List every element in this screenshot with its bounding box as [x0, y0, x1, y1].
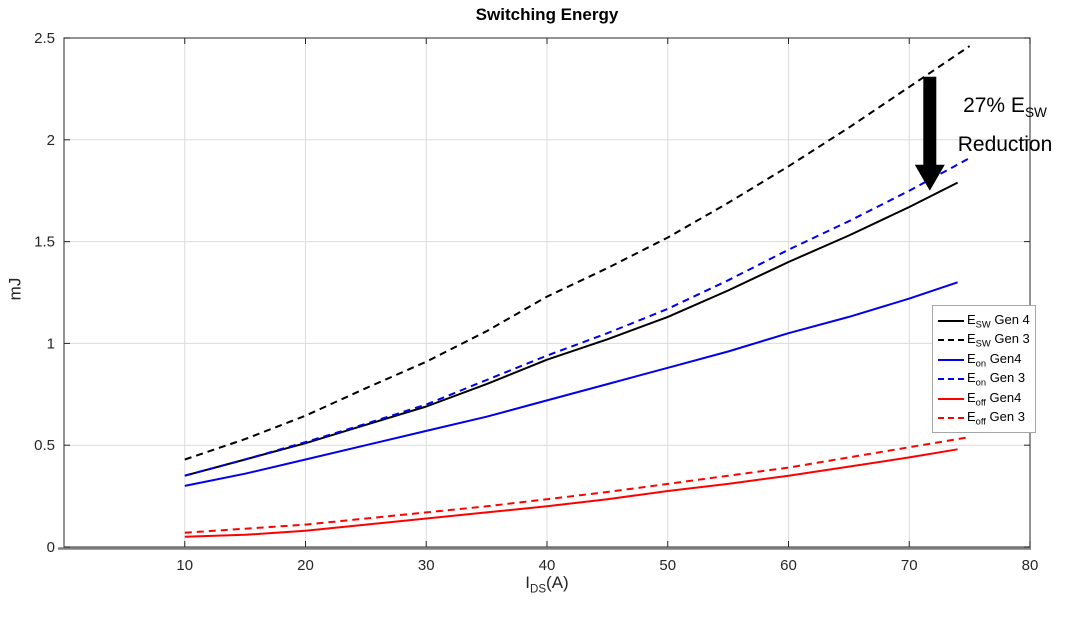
x-tick-label: 80 — [1022, 557, 1039, 574]
legend-line-sample — [938, 358, 964, 361]
legend-item: Eoff Gen 3 — [938, 409, 1035, 429]
annotation-text: 27% ESW Reduction — [938, 90, 1072, 161]
x-tick-label: 30 — [418, 557, 435, 574]
legend-item-label: Eon Gen4 — [967, 350, 1022, 369]
x-axis-label-subscript: DS — [530, 583, 547, 596]
y-tick-label: 0.5 — [34, 437, 55, 454]
legend-line-sample — [938, 378, 964, 381]
legend-item: Eoff Gen4 — [938, 389, 1035, 409]
x-tick-label: 40 — [539, 557, 556, 574]
series-line-e-on-gen-3 — [184, 157, 971, 477]
legend-item-label: Eoff Gen 3 — [967, 409, 1025, 428]
x-axis-label: IDS(A) — [64, 573, 1030, 595]
x-axis-label-unit: (A) — [546, 573, 569, 592]
y-tick-label: 1 — [47, 335, 55, 352]
legend-label-subscript: on — [975, 358, 987, 369]
y-tick-label: 2 — [47, 132, 55, 149]
chart-title: Switching Energy — [475, 5, 619, 24]
series-line-e-off-gen4 — [184, 448, 958, 538]
series-line-e-sw-gen-3 — [184, 45, 971, 461]
annotation-line1-text: 27% E — [963, 94, 1025, 117]
y-axis-label: mJ — [5, 277, 25, 301]
legend-item: ESW Gen 4 — [938, 311, 1035, 331]
legend: ESW Gen 4 ESW Gen 3 Eon Gen4 Eon Gen 3 Eoff … — [932, 305, 1036, 433]
legend-label-subscript: off — [975, 397, 986, 408]
legend-label-subscript: off — [975, 417, 986, 428]
x-tick-label: 70 — [901, 557, 918, 574]
y-tick-label: 0 — [47, 539, 55, 556]
annotation-line1: 27% ESW — [938, 90, 1072, 129]
legend-label-subscript: on — [975, 378, 987, 389]
legend-item: Eon Gen 3 — [938, 370, 1035, 390]
legend-line-sample — [938, 339, 964, 342]
legend-line-sample — [938, 319, 964, 322]
x-axis-label-symbol: I — [525, 573, 530, 592]
annotation-line2: Reduction — [957, 133, 1053, 157]
series-line-e-on-gen4 — [184, 281, 958, 487]
x-tick-label: 20 — [297, 557, 314, 574]
series-line-e-off-gen-3 — [184, 436, 970, 534]
series-line-e-sw-gen-4 — [184, 181, 959, 477]
x-tick-label: 50 — [659, 557, 676, 574]
legend-label-subscript: SW — [975, 319, 991, 330]
annotation-line1-subscript: SW — [1024, 105, 1047, 121]
legend-item-label: Eoff Gen4 — [967, 389, 1022, 408]
legend-line-sample — [938, 397, 964, 400]
y-tick-label: 1.5 — [34, 234, 55, 251]
x-tick-label: 60 — [780, 557, 797, 574]
x-tick-label: 10 — [176, 557, 193, 574]
reduction-arrow — [914, 76, 945, 191]
legend-item: Eon Gen4 — [938, 350, 1035, 370]
y-tick-label: 2.5 — [34, 30, 55, 47]
legend-item-label: ESW Gen 3 — [967, 331, 1030, 350]
legend-item-label: Eon Gen 3 — [967, 370, 1026, 389]
legend-line-sample — [938, 417, 964, 420]
legend-item-label: ESW Gen 4 — [967, 311, 1030, 330]
legend-label-subscript: SW — [975, 339, 991, 350]
legend-item: ESW Gen 3 — [938, 331, 1035, 351]
